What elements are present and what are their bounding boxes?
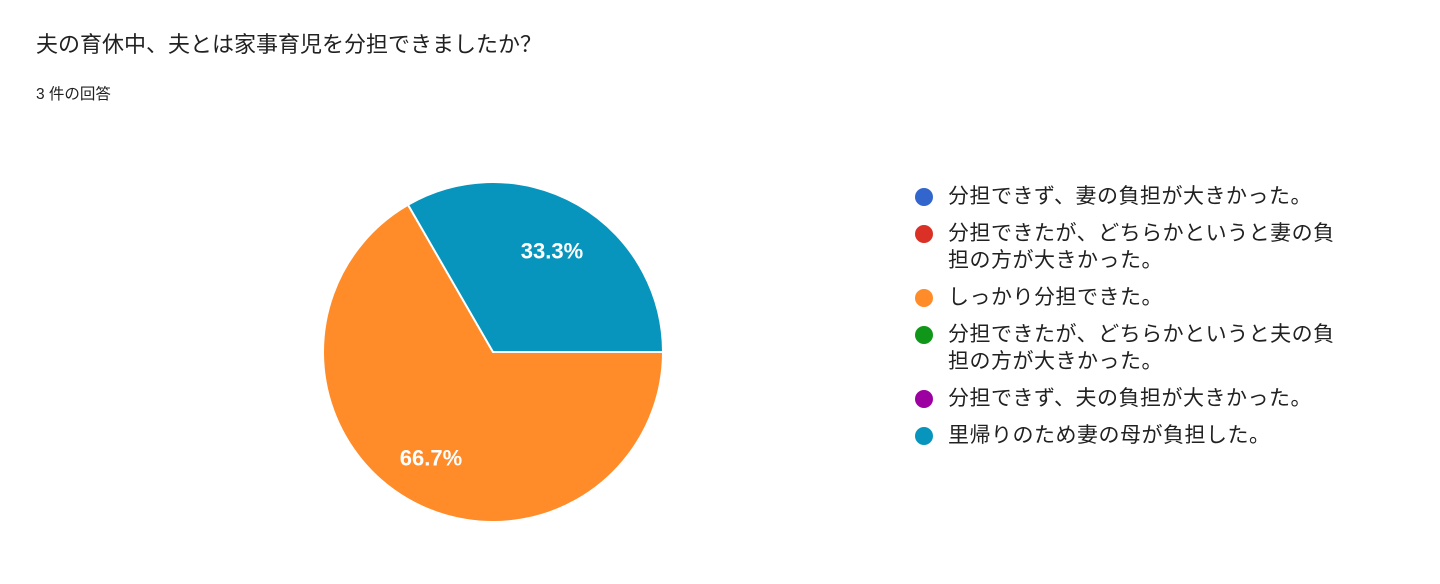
pie-slice-wife-mother-helped[interactable] <box>407 181 664 353</box>
response-count: 3 件の回答 <box>36 86 111 103</box>
legend-item-shared-fully: しっかり分担できた。 <box>915 284 1355 311</box>
legend-color-swatch-green <box>915 325 933 344</box>
legend-label: 分担できず、妻の負担が大きかった。 <box>948 185 1313 208</box>
legend-color-swatch-red <box>915 224 933 243</box>
legend-label: 分担できたが、どちらかというと妻の負担の方が大きかった。 <box>948 222 1335 272</box>
pie-label-teal: 33.3% <box>521 239 583 264</box>
legend-color-swatch-orange <box>915 288 933 307</box>
question-title: 夫の育休中、夫とは家事育児を分担できましたか？ <box>36 32 543 57</box>
legend-label: 里帰りのため妻の母が負担した。 <box>948 424 1271 447</box>
pie-label-orange: 66.7% <box>400 446 462 471</box>
chart-legend: 分担できず、妻の負担が大きかった。 分担できたが、どちらかというと妻の負担の方が… <box>915 183 1355 459</box>
legend-item-shared-but-wife-more: 分担できたが、どちらかというと妻の負担の方が大きかった。 <box>915 220 1355 274</box>
pie-chart: 33.3% 66.7% <box>322 181 664 523</box>
legend-label: 分担できたが、どちらかというと夫の負担の方が大きかった。 <box>948 323 1335 373</box>
legend-label: しっかり分担できた。 <box>948 286 1163 309</box>
legend-item-wife-burden: 分担できず、妻の負担が大きかった。 <box>915 183 1355 210</box>
legend-item-wife-mother-helped: 里帰りのため妻の母が負担した。 <box>915 422 1355 449</box>
pie-slice-shared-fully[interactable] <box>322 203 664 523</box>
legend-color-swatch-blue <box>915 187 933 206</box>
legend-color-swatch-teal <box>915 426 933 445</box>
legend-color-swatch-purple <box>915 389 933 408</box>
legend-label: 分担できず、夫の負担が大きかった。 <box>948 387 1313 410</box>
legend-item-shared-but-husband-more: 分担できたが、どちらかというと夫の負担の方が大きかった。 <box>915 321 1355 375</box>
legend-item-husband-burden: 分担できず、夫の負担が大きかった。 <box>915 385 1355 412</box>
